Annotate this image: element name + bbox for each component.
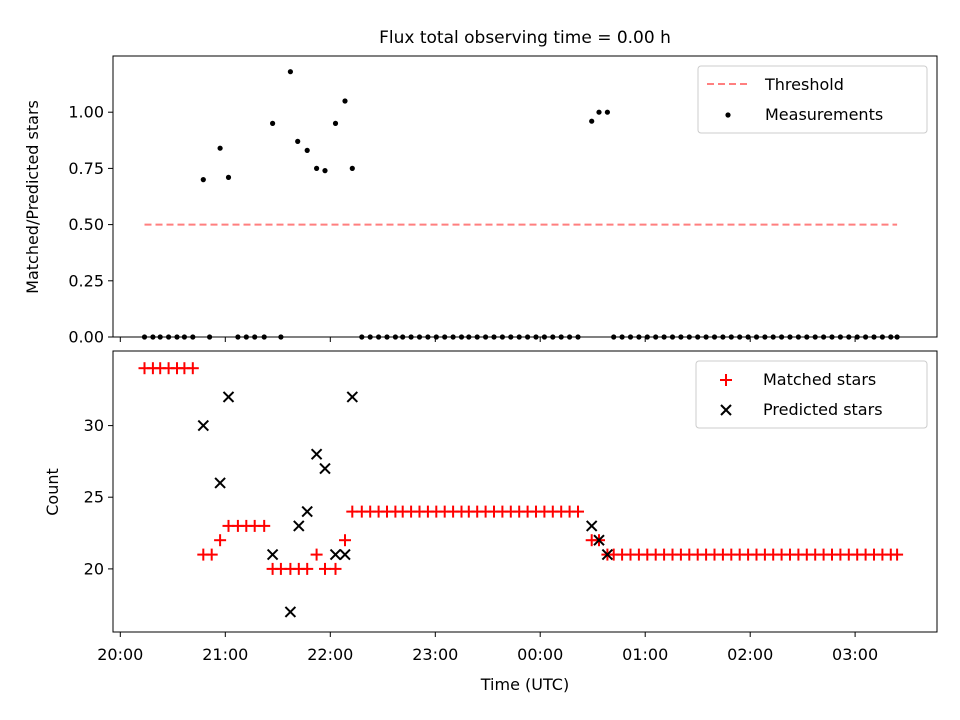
bottom-x-tick-label: 23:00 [412, 645, 458, 664]
predicted-star-point [593, 534, 605, 546]
legend-measurements-label: Measurements [765, 105, 883, 124]
bottom-x-tick-label: 00:00 [517, 645, 563, 664]
predicted-star-points [197, 391, 614, 618]
bottom-y-tick-label: 30 [84, 416, 104, 435]
predicted-star-point [339, 548, 351, 561]
measurement-point [589, 118, 595, 124]
matched-star-point [214, 534, 227, 547]
predicted-star-point [293, 520, 305, 532]
predicted-star-point [197, 419, 210, 432]
measurement-point [314, 165, 320, 171]
measurement-point [304, 147, 310, 153]
predicted-star-point [601, 548, 614, 561]
predicted-star-point [222, 391, 235, 403]
matched-star-point [319, 562, 331, 575]
top-y-tick-label: 0.75 [68, 159, 104, 178]
predicted-star-point [329, 548, 342, 561]
top-panel: 0.00 0.25 0.50 0.75 1.00 Matched/Predicted s… [23, 55, 938, 347]
predicted-star-point [284, 606, 297, 618]
measurement-point [270, 120, 276, 126]
top-y-tick-label: 0.00 [68, 328, 104, 347]
measurement-point [596, 109, 602, 115]
measurement-point [217, 145, 223, 151]
measurement-point [342, 98, 348, 104]
matched-star-point [205, 548, 218, 561]
bottom-x-tick-label: 21:00 [202, 645, 248, 664]
top-y-tick-label: 0.50 [68, 215, 104, 234]
top-legend-frame [697, 65, 928, 134]
bottom-x-tick-label: 02:00 [727, 645, 773, 664]
measurement-point [604, 109, 611, 115]
legend-matched-swatch [720, 374, 732, 386]
measurement-point [200, 177, 206, 183]
measurement-points [141, 69, 900, 340]
measurement-point [295, 138, 301, 144]
matched-star-point [339, 534, 351, 547]
bottom-y-tick-label: 25 [84, 488, 104, 507]
bottom-x-tick-label: 03:00 [832, 645, 878, 664]
bottom-x-tick-label: 20:00 [97, 645, 143, 664]
legend-threshold-label: Threshold [764, 75, 844, 94]
predicted-star-point [301, 505, 313, 518]
chart-title: Flux total observing time = 0.00 h [379, 28, 671, 48]
predicted-star-point [319, 462, 331, 475]
matched-star-point [310, 548, 323, 561]
bottom-plot-frame [112, 350, 938, 633]
measurement-point [287, 69, 293, 75]
legend-predicted-swatch [720, 404, 732, 416]
top-legend: Threshold Measurements [697, 65, 928, 134]
bottom-legend: Matched stars Predicted stars [695, 360, 928, 429]
predicted-star-point [310, 448, 323, 460]
legend-measurements-swatch [725, 112, 731, 118]
measurement-point [322, 168, 328, 174]
bottom-x-tick-label: 22:00 [307, 645, 353, 664]
predicted-star-point [585, 520, 598, 532]
bottom-y-tick-label: 20 [84, 559, 104, 578]
legend-matched-label: Matched stars [763, 370, 876, 389]
bottom-legend-frame [695, 360, 928, 429]
measurement-point [225, 174, 232, 180]
matched-star-point [572, 505, 584, 518]
measurement-point [332, 120, 339, 126]
matched-star-point [329, 562, 342, 575]
matched-star-point [258, 519, 271, 532]
bottom-y-axis-label: Count [43, 468, 62, 516]
x-axis-label: Time (UTC) [480, 675, 569, 694]
top-y-tick-label: 1.00 [68, 103, 104, 122]
bottom-x-axis-ticks: 20:00 21:00 22:00 23:00 00:00 01:00 02:00 03:00 [97, 632, 878, 664]
matched-star-point [301, 562, 314, 575]
predicted-star-point [266, 548, 279, 561]
top-y-axis-label: Matched/Predicted stars [23, 100, 42, 294]
matched-star-point [891, 548, 904, 561]
bottom-y-axis-ticks: 20 25 30 [84, 416, 113, 578]
legend-predicted-label: Predicted stars [763, 400, 883, 419]
top-y-tick-label: 0.25 [68, 271, 104, 290]
bottom-x-tick-label: 01:00 [622, 645, 668, 664]
top-y-axis-ticks: 0.00 0.25 0.50 0.75 1.00 [68, 103, 113, 347]
top-plot-frame [112, 55, 938, 338]
bottom-panel: 20 25 30 20:00 21:00 22:00 23:00 00:00 01:00 02:… [43, 350, 938, 694]
measurement-point [349, 165, 355, 171]
matched-star-point [186, 362, 199, 375]
matched-star-points [138, 362, 904, 575]
predicted-star-point [214, 477, 226, 489]
top-x-axis-ticks [119, 337, 856, 342]
predicted-star-point [346, 391, 359, 403]
